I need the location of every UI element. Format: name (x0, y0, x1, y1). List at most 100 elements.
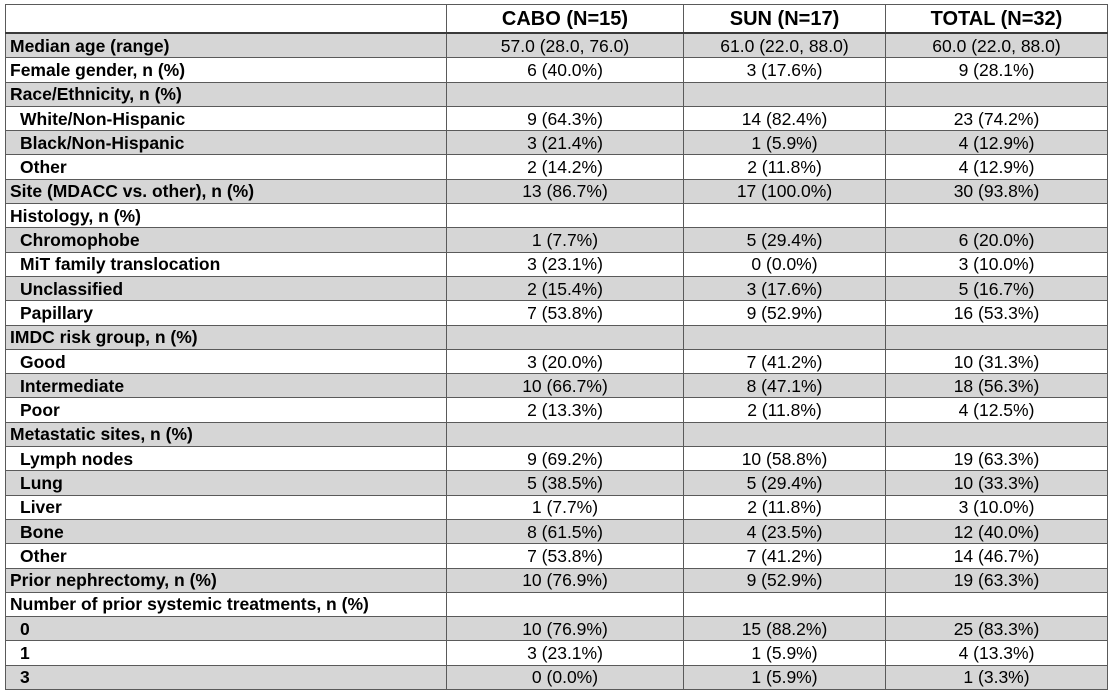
header-characteristic (5, 4, 447, 34)
cabo-value: 10 (76.9%) (446, 616, 684, 642)
row-label: Black/Non-Hispanic (5, 130, 447, 156)
row-label: 0 (5, 616, 447, 642)
sun-value: 9 (52.9%) (683, 300, 886, 326)
baseline-characteristics-table-wrapper: CABO (N=15) SUN (N=17) TOTAL (N=32) Medi… (5, 4, 1108, 691)
total-value: 10 (33.3%) (885, 470, 1108, 496)
table-row: Lung 5 (38.5%) 5 (29.4%) 10 (33.3%) (5, 470, 1108, 496)
total-value: 16 (53.3%) (885, 300, 1108, 326)
table-row: 0 10 (76.9%) 15 (88.2%) 25 (83.3%) (5, 616, 1108, 642)
sun-value: 0 (0.0%) (683, 251, 886, 277)
table-row: Poor 2 (13.3%) 2 (11.8%) 4 (12.5%) (5, 397, 1108, 423)
table-body: Median age (range) 57.0 (28.0, 76.0) 61.0 … (5, 32, 1108, 691)
cabo-value: 2 (13.3%) (446, 397, 684, 423)
table-row: Liver 1 (7.7%) 2 (11.8%) 3 (10.0%) (5, 494, 1108, 520)
row-label: Histology, n (%) (5, 203, 447, 229)
cabo-value: 57.0 (28.0, 76.0) (446, 32, 684, 59)
row-label: Chromophobe (5, 227, 447, 253)
row-label: Bone (5, 518, 447, 545)
total-value: 14 (46.7%) (885, 543, 1108, 569)
table-row: Black/Non-Hispanic 3 (21.4%) 1 (5.9%) 4 (12… (5, 130, 1108, 156)
sun-value: 2 (11.8%) (683, 154, 886, 180)
table-row: Race/Ethnicity, n (%) (5, 81, 1108, 107)
total-value: 3 (10.0%) (885, 251, 1108, 277)
sun-value (683, 203, 886, 229)
table-row: Site (MDACC vs. other), n (%) 13 (86.7%) 1… (5, 178, 1108, 205)
table-row: White/Non-Hispanic 9 (64.3%) 14 (82.4%) 23 … (5, 105, 1108, 132)
row-label: Papillary (5, 300, 447, 326)
table-row: Histology, n (%) (5, 203, 1108, 229)
row-label: Intermediate (5, 373, 447, 399)
table-row: Prior nephrectomy, n (%) 10 (76.9%) 9 (52.… (5, 567, 1108, 593)
cabo-value: 10 (66.7%) (446, 373, 684, 399)
sun-value: 10 (58.8%) (683, 446, 886, 472)
table-row: Papillary 7 (53.8%) 9 (52.9%) 16 (53.3%) (5, 300, 1108, 326)
table-row: Bone 8 (61.5%) 4 (23.5%) 12 (40.0%) (5, 518, 1108, 545)
cabo-value: 8 (61.5%) (446, 518, 684, 545)
row-label: Other (5, 154, 447, 180)
cabo-value: 3 (23.1%) (446, 640, 684, 666)
header-row: CABO (N=15) SUN (N=17) TOTAL (N=32) (5, 4, 1108, 34)
cabo-value (446, 421, 684, 448)
table-row: Intermediate 10 (66.7%) 8 (47.1%) 18 (56.3%… (5, 373, 1108, 399)
table-row: IMDC risk group, n (%) (5, 324, 1108, 350)
total-value: 5 (16.7%) (885, 275, 1108, 302)
total-value: 60.0 (22.0, 88.0) (885, 32, 1108, 59)
total-value: 12 (40.0%) (885, 518, 1108, 545)
total-value: 4 (13.3%) (885, 640, 1108, 666)
cabo-value: 0 (0.0%) (446, 664, 684, 691)
total-value: 19 (63.3%) (885, 567, 1108, 593)
baseline-characteristics-table: CABO (N=15) SUN (N=17) TOTAL (N=32) Medi… (5, 4, 1108, 691)
cabo-value: 10 (76.9%) (446, 567, 684, 593)
row-label: MiT family translocation (5, 251, 447, 277)
total-value: 19 (63.3%) (885, 446, 1108, 472)
row-label: 3 (5, 664, 447, 691)
cabo-value: 1 (7.7%) (446, 227, 684, 253)
header-sun: SUN (N=17) (683, 4, 886, 34)
sun-value: 7 (41.2%) (683, 543, 886, 569)
table-row: Chromophobe 1 (7.7%) 5 (29.4%) 6 (20.0%) (5, 227, 1108, 253)
sun-value: 5 (29.4%) (683, 470, 886, 496)
cabo-value (446, 203, 684, 229)
cabo-value: 7 (53.8%) (446, 543, 684, 569)
sun-value: 8 (47.1%) (683, 373, 886, 399)
cabo-value: 2 (14.2%) (446, 154, 684, 180)
row-label: White/Non-Hispanic (5, 105, 447, 132)
row-label: Liver (5, 494, 447, 520)
sun-value: 9 (52.9%) (683, 567, 886, 593)
total-value (885, 421, 1108, 448)
row-label: Lymph nodes (5, 446, 447, 472)
row-label: Metastatic sites, n (%) (5, 421, 447, 448)
row-label: Female gender, n (%) (5, 57, 447, 83)
row-label: Median age (range) (5, 32, 447, 59)
table-row: Other 7 (53.8%) 7 (41.2%) 14 (46.7%) (5, 543, 1108, 569)
cabo-value: 9 (64.3%) (446, 105, 684, 132)
sun-value (683, 421, 886, 448)
sun-value: 1 (5.9%) (683, 640, 886, 666)
sun-value: 2 (11.8%) (683, 397, 886, 423)
total-value: 10 (31.3%) (885, 348, 1108, 375)
table-row: Median age (range) 57.0 (28.0, 76.0) 61.0 … (5, 32, 1108, 59)
table-row: Lymph nodes 9 (69.2%) 10 (58.8%) 19 (63.3%) (5, 446, 1108, 472)
total-value: 30 (93.8%) (885, 178, 1108, 205)
total-value: 4 (12.5%) (885, 397, 1108, 423)
cabo-value: 3 (20.0%) (446, 348, 684, 375)
row-label: Unclassified (5, 275, 447, 302)
total-value: 3 (10.0%) (885, 494, 1108, 520)
total-value: 4 (12.9%) (885, 154, 1108, 180)
cabo-value: 3 (23.1%) (446, 251, 684, 277)
sun-value: 1 (5.9%) (683, 130, 886, 156)
row-label: Prior nephrectomy, n (%) (5, 567, 447, 593)
total-value (885, 324, 1108, 350)
total-value: 4 (12.9%) (885, 130, 1108, 156)
table-row: Good 3 (20.0%) 7 (41.2%) 10 (31.3%) (5, 348, 1108, 375)
sun-value: 1 (5.9%) (683, 664, 886, 691)
table-row: Number of prior systemic treatments, n (… (5, 591, 1108, 618)
header-total: TOTAL (N=32) (885, 4, 1108, 34)
cabo-value (446, 81, 684, 107)
row-label: Other (5, 543, 447, 569)
cabo-value: 6 (40.0%) (446, 57, 684, 83)
total-value: 1 (3.3%) (885, 664, 1108, 691)
cabo-value: 3 (21.4%) (446, 130, 684, 156)
